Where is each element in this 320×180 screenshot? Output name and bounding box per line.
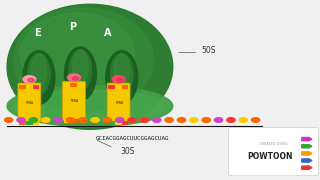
Circle shape [29,118,37,122]
Bar [26,121,33,125]
Bar [77,120,84,123]
FancyArrow shape [302,159,312,163]
Ellipse shape [31,54,47,86]
Ellipse shape [114,54,130,86]
Circle shape [177,118,186,122]
Bar [26,85,33,89]
Ellipse shape [28,53,50,94]
Circle shape [239,118,247,122]
Bar [115,85,122,89]
Circle shape [4,118,13,122]
Text: E: E [34,28,41,38]
FancyBboxPatch shape [18,83,41,122]
Text: TRNA: TRNA [25,100,33,105]
FancyBboxPatch shape [228,127,318,176]
Text: 30S: 30S [120,147,135,156]
Circle shape [42,118,50,122]
Bar [108,121,115,125]
Text: 50S: 50S [201,46,216,55]
Circle shape [117,78,123,82]
Bar [77,83,84,87]
Ellipse shape [13,90,166,122]
Circle shape [165,118,173,122]
Circle shape [79,118,87,122]
Ellipse shape [13,8,154,111]
Ellipse shape [106,51,138,104]
Circle shape [227,118,235,122]
Bar [33,85,39,89]
Text: POWTOON: POWTOON [247,152,293,161]
Text: TRNA: TRNA [115,100,123,105]
Text: P: P [69,22,76,32]
Bar [122,85,128,89]
FancyBboxPatch shape [62,81,85,120]
Circle shape [153,118,161,122]
FancyArrow shape [302,166,312,170]
Text: A: A [104,28,111,38]
Circle shape [17,118,25,122]
Circle shape [103,118,112,122]
Bar [33,121,39,125]
Circle shape [28,78,34,82]
Bar [19,121,26,125]
FancyArrow shape [302,137,312,141]
Ellipse shape [72,51,88,83]
Ellipse shape [111,53,133,94]
Text: GCIACGGAGCUUCGGAGCUAG: GCIACGGAGCUUCGGAGCUAG [96,136,170,141]
Circle shape [72,77,79,80]
FancyBboxPatch shape [107,83,130,122]
Ellipse shape [7,4,173,129]
Bar [108,85,115,89]
Circle shape [116,118,124,122]
Text: CREATED USING: CREATED USING [259,142,288,146]
Circle shape [202,118,210,122]
Circle shape [140,118,148,122]
Ellipse shape [20,13,134,95]
Bar [122,121,128,125]
FancyArrow shape [302,151,312,155]
Ellipse shape [69,50,92,91]
Circle shape [112,76,125,83]
Ellipse shape [7,86,173,127]
Circle shape [128,118,136,122]
Bar [19,85,26,89]
Circle shape [23,76,36,83]
FancyArrow shape [302,144,312,148]
Ellipse shape [64,47,96,101]
Ellipse shape [23,51,55,104]
Text: TRNA: TRNA [70,99,78,103]
Bar [115,121,122,125]
Circle shape [214,118,223,122]
Circle shape [91,118,99,122]
Circle shape [190,118,198,122]
Bar [70,120,77,123]
Bar [70,83,77,87]
Circle shape [66,118,75,122]
Circle shape [68,74,80,81]
Circle shape [252,118,260,122]
Circle shape [54,118,62,122]
Bar [64,83,70,87]
Bar [64,120,70,123]
